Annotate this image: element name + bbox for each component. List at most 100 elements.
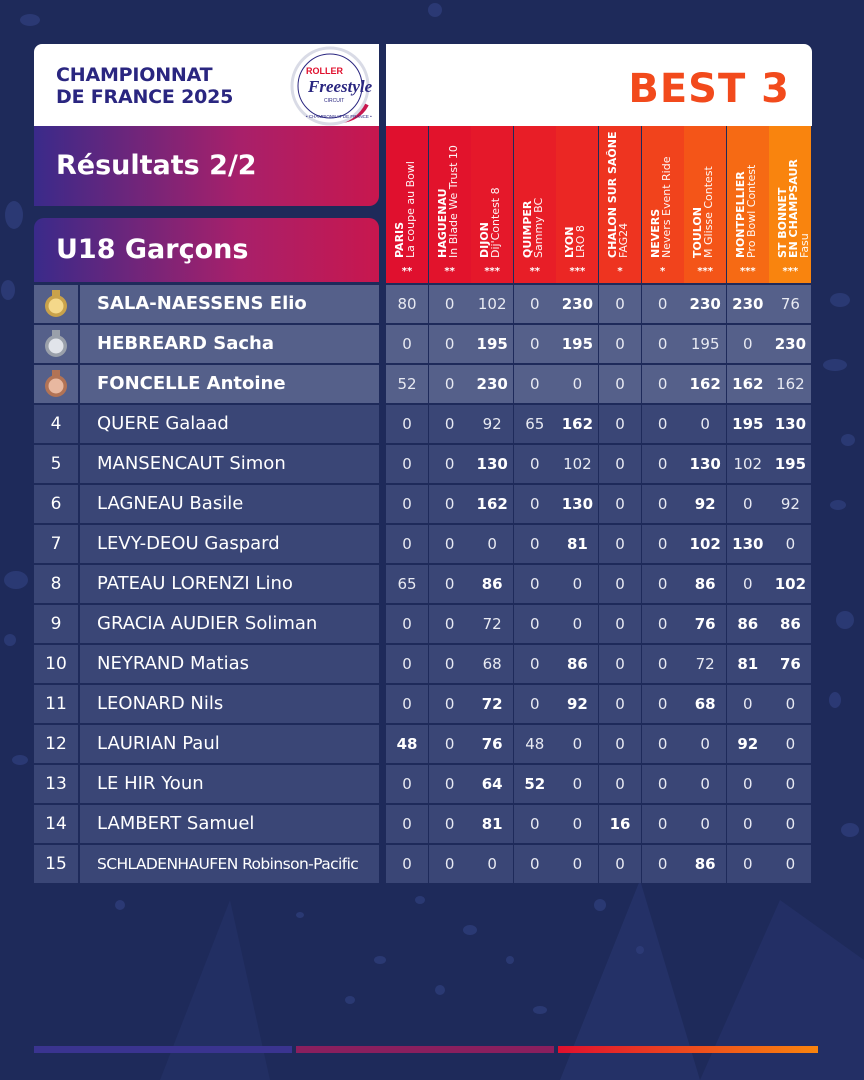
athlete-name: NEYRAND Matias (80, 645, 379, 683)
score-cell: 0 (556, 365, 599, 403)
score-cell: 162 (726, 365, 769, 403)
score-cell: 0 (641, 445, 684, 483)
score-cell: 0 (599, 725, 641, 763)
score-cell: 0 (513, 365, 556, 403)
score-cell: 0 (556, 765, 599, 803)
score-cell: 0 (726, 845, 769, 883)
score-cell: 86 (556, 645, 599, 683)
column-event: Nevers Event Ride (659, 156, 673, 258)
score-cell: 0 (599, 525, 641, 563)
score-cell: 0 (386, 805, 428, 843)
score-cell: 102 (726, 445, 769, 483)
score-cell: 0 (769, 805, 812, 843)
score-cell: 0 (428, 525, 471, 563)
score-cell: 0 (556, 565, 599, 603)
column-city: NEVERS (648, 208, 662, 258)
score-cell: 0 (513, 605, 556, 643)
score-cell: 195 (726, 405, 769, 443)
score-cell: 86 (471, 565, 514, 603)
score-cell: 72 (471, 685, 514, 723)
score-cell: 0 (684, 765, 727, 803)
best3-card: BEST 3 (386, 44, 812, 126)
table-row: 9 GRACIA AUDIER Soliman 0 0 72 0 0 0 0 76 86 86 (34, 605, 812, 643)
score-cell: 92 (769, 485, 812, 523)
score-cell: 0 (641, 285, 684, 323)
score-cell: 0 (769, 685, 812, 723)
column-header: HAGUENAU In Blade We Trust 10 ** (428, 126, 471, 283)
column-header: PARIS La coupe au Bowl ** (386, 126, 428, 283)
bronze-medal-icon (45, 370, 67, 397)
score-cell: 0 (386, 405, 428, 443)
score-cell: 0 (428, 485, 471, 523)
score-cell: 0 (641, 365, 684, 403)
score-cell: 0 (428, 845, 471, 883)
rank-number: 9 (34, 605, 78, 643)
score-cell: 0 (726, 805, 769, 843)
score-cell: 92 (556, 685, 599, 723)
score-cell: 0 (641, 405, 684, 443)
score-cell: 0 (428, 685, 471, 723)
score-cell: 0 (513, 845, 556, 883)
rank-number: 10 (34, 645, 78, 683)
column-stars: * (617, 266, 623, 277)
score-cell: 0 (513, 565, 556, 603)
column-stars: ** (401, 266, 413, 277)
table-row: 6 LAGNEAU Basile 0 0 162 0 130 0 0 92 0 92 (34, 485, 812, 523)
rank-number: 14 (34, 805, 78, 843)
athlete-name: LE HIR Youn (80, 765, 379, 803)
score-cell: 195 (556, 325, 599, 363)
score-cell: 0 (684, 805, 727, 843)
score-cell: 65 (513, 405, 556, 443)
column-stars: *** (739, 266, 756, 277)
score-cell: 0 (769, 765, 812, 803)
rank-number: 13 (34, 765, 78, 803)
score-cell: 0 (599, 325, 641, 363)
results-panel: Résultats 2/2 (34, 126, 379, 206)
column-city: HAGUENAU (435, 188, 449, 258)
score-cell: 48 (386, 725, 428, 763)
score-cell: 130 (769, 405, 812, 443)
score-cell: 0 (641, 845, 684, 883)
score-cell: 86 (726, 605, 769, 643)
score-cell: 0 (641, 325, 684, 363)
score-cell: 0 (513, 525, 556, 563)
results-page-label: Résultats 2/2 (56, 150, 257, 181)
athlete-name: QUERE Galaad (80, 405, 379, 443)
score-cell: 52 (386, 365, 428, 403)
score-cell: 0 (641, 485, 684, 523)
rank-number: 4 (34, 405, 78, 443)
rank-medal (34, 365, 78, 403)
score-cell: 0 (599, 485, 641, 523)
score-cell: 230 (726, 285, 769, 323)
table-row: 7 LEVY-DEOU Gaspard 0 0 0 0 81 0 0 102 130 0 (34, 525, 812, 563)
score-cell: 0 (428, 405, 471, 443)
score-cell: 0 (599, 405, 641, 443)
score-cell: 0 (556, 805, 599, 843)
athlete-name: LAMBERT Samuel (80, 805, 379, 843)
championship-title-line2: DE FRANCE 2025 (56, 86, 234, 108)
silver-medal-icon (45, 330, 67, 357)
footer-bar-blue (34, 1046, 292, 1053)
score-cell: 162 (684, 365, 727, 403)
table-row: FONCELLE Antoine 52 0 230 0 0 0 0 162 162 162 (34, 365, 812, 403)
score-cell: 0 (556, 725, 599, 763)
table-row: 14 LAMBERT Samuel 0 0 81 0 0 16 0 0 0 0 (34, 805, 812, 843)
score-cell: 102 (769, 565, 812, 603)
athlete-name: HEBREARD Sacha (80, 325, 379, 363)
svg-text:Freestyle: Freestyle (307, 77, 373, 96)
score-cell: 130 (471, 445, 514, 483)
column-stars: ** (529, 266, 541, 277)
column-event: Pro Bowl Contest (744, 164, 758, 258)
score-cell: 65 (386, 565, 428, 603)
score-cell: 0 (726, 765, 769, 803)
footer-bar-purple (296, 1046, 554, 1053)
score-cell: 0 (769, 525, 812, 563)
column-header: NEVERS Nevers Event Ride * (641, 126, 684, 283)
score-cell: 76 (684, 605, 727, 643)
score-cell: 230 (556, 285, 599, 323)
score-cell: 0 (513, 485, 556, 523)
score-cell: 0 (641, 525, 684, 563)
athlete-name: FONCELLE Antoine (80, 365, 379, 403)
score-cell: 162 (471, 485, 514, 523)
